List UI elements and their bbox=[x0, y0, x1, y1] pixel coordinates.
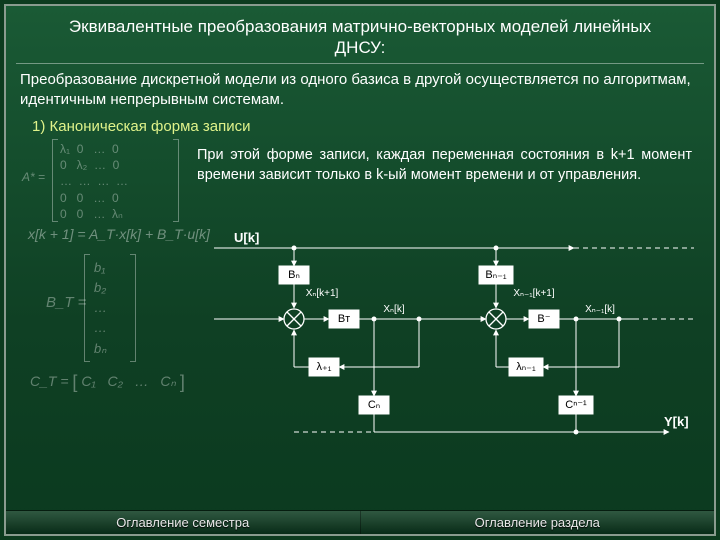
matrix-item: C₂ bbox=[108, 373, 123, 389]
bracket-icon: [ bbox=[72, 372, 77, 392]
footer-nav: Оглавление семестра Оглавление раздела bbox=[6, 510, 714, 534]
matrix-row: 0 0 … 0 bbox=[60, 190, 179, 206]
matrix-c: C_T = [ C₁ C₂ … Cₙ ] bbox=[30, 372, 194, 393]
nav-semester-toc[interactable]: Оглавление семестра bbox=[6, 511, 361, 534]
annot-xn1k: Xₙ₋₁[k] bbox=[585, 304, 615, 315]
box-cn-label: Cₙ bbox=[368, 399, 380, 411]
matrix-item: Cₙ bbox=[160, 373, 176, 389]
box-bn-label: Bₙ bbox=[288, 269, 300, 281]
box-lambda2-label: λₙ₋₁ bbox=[516, 361, 536, 373]
matrix-a-rows: λ₁ 0 … 0 0 λ₂ … 0 … … … … 0 0 … 0 0 0 … … bbox=[60, 141, 179, 222]
bracket-icon bbox=[130, 254, 136, 362]
matrix-b: B_T = b₁ b₂ … … bₙ bbox=[50, 254, 194, 362]
row-b-c-and-diagram: B_T = b₁ b₂ … … bₙ C_T = [ C₁ C₂ … Cₙ bbox=[6, 244, 714, 393]
box-cn1-label: Cⁿ⁻¹ bbox=[565, 399, 587, 411]
block-diagram: U[k] Bₙ Bₙ₋₁ Xₙ[k+1] Xₙ₋₁[k+1] Xₙ[k] Xₙ₋… bbox=[194, 244, 706, 393]
annot-xn1k1: Xₙ₋₁[k+1] bbox=[513, 288, 554, 299]
matrix-item: b₂ bbox=[94, 278, 107, 298]
left-column: B_T = b₁ b₂ … … bₙ C_T = [ C₁ C₂ … Cₙ bbox=[24, 244, 194, 393]
u-label: U[k] bbox=[234, 230, 259, 245]
matrix-item: bₙ bbox=[94, 339, 107, 359]
matrix-b-items: b₁ b₂ … … bₙ bbox=[94, 258, 107, 359]
matrix-item: b₁ bbox=[94, 258, 107, 278]
section-heading: 1) Каноническая форма записи bbox=[6, 114, 714, 137]
annot-xnk1: Xₙ[k+1] bbox=[306, 288, 339, 299]
description-text: При этой форме записи, каждая переменная… bbox=[179, 139, 704, 222]
matrix-item: … bbox=[135, 373, 149, 389]
matrix-b-label: B_T = bbox=[46, 294, 86, 311]
matrix-a: A* = λ₁ 0 … 0 0 λ₂ … 0 … … … … 0 0 … 0 0… bbox=[24, 139, 179, 222]
matrix-item: C₁ bbox=[81, 373, 96, 389]
matrix-row: 0 λ₂ … 0 bbox=[60, 157, 179, 173]
slide-title: Эквивалентные преобразования матрично-ве… bbox=[16, 6, 704, 64]
matrix-row: λ₁ 0 … 0 bbox=[60, 141, 179, 157]
matrix-row: … … … … bbox=[60, 173, 179, 189]
matrix-a-label: A* = bbox=[22, 169, 45, 185]
annot-xnk: Xₙ[k] bbox=[383, 304, 404, 315]
slide-frame: Эквивалентные преобразования матрично-ве… bbox=[4, 4, 716, 536]
box-bn1-label: Bₙ₋₁ bbox=[485, 269, 507, 281]
box-bt2-label: B⁻ bbox=[537, 313, 550, 325]
bracket-icon bbox=[52, 139, 58, 222]
box-lambda-label: λ₊₁ bbox=[316, 361, 331, 373]
matrix-row: 0 0 … λₙ bbox=[60, 206, 179, 222]
matrix-c-label: C_T = bbox=[30, 373, 69, 389]
intro-text: Преобразование дискретной модели из одно… bbox=[6, 70, 714, 115]
row-matrix-and-description: A* = λ₁ 0 … 0 0 λ₂ … 0 … … … … 0 0 … 0 0… bbox=[6, 137, 714, 222]
matrix-item: … bbox=[94, 298, 107, 318]
bracket-icon: ] bbox=[180, 372, 185, 392]
matrix-item: … bbox=[94, 318, 107, 338]
y-label: Y[k] bbox=[664, 414, 689, 429]
bracket-icon bbox=[84, 254, 90, 362]
bracket-icon bbox=[173, 139, 179, 222]
box-bt-label: Bт bbox=[338, 313, 350, 325]
nav-section-toc[interactable]: Оглавление раздела bbox=[361, 511, 715, 534]
diagram-svg: U[k] Bₙ Bₙ₋₁ Xₙ[k+1] Xₙ₋₁[k+1] Xₙ[k] Xₙ₋… bbox=[194, 218, 704, 453]
